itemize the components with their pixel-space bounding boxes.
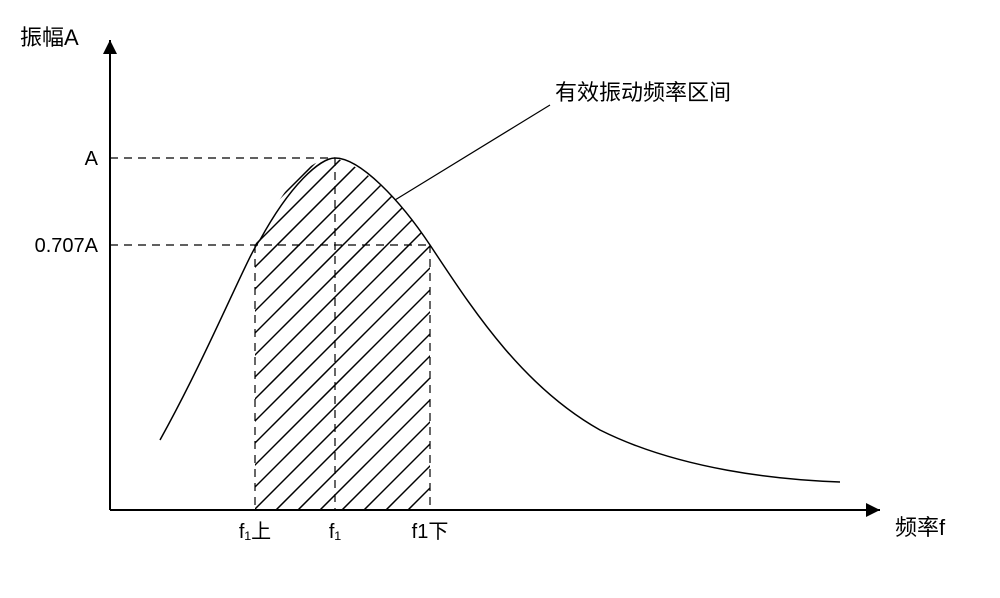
y-tick-label: 0.707A xyxy=(35,235,99,257)
x-tick-labels: f₁上 f₁ f1下 xyxy=(239,520,449,543)
dashed-guides xyxy=(110,158,430,510)
x-tick-label: f₁ xyxy=(329,521,342,543)
x-tick-label: f1下 xyxy=(412,521,449,543)
resonance-curve xyxy=(160,158,840,482)
axes xyxy=(103,40,880,517)
y-tick-label: A xyxy=(85,148,99,170)
callout-label: 有效振动频率区间 xyxy=(555,80,731,105)
callout-leader xyxy=(395,105,550,200)
x-tick-label: f₁上 xyxy=(239,520,271,543)
y-tick-labels: A 0.707A xyxy=(35,148,99,257)
y-axis-label: 振幅A xyxy=(20,25,79,50)
resonance-diagram: 振幅A 频率f 有效振动频率区间 A 0.707A f₁上 f₁ f1下 xyxy=(0,0,1000,598)
x-axis-label: 频率f xyxy=(895,515,946,540)
